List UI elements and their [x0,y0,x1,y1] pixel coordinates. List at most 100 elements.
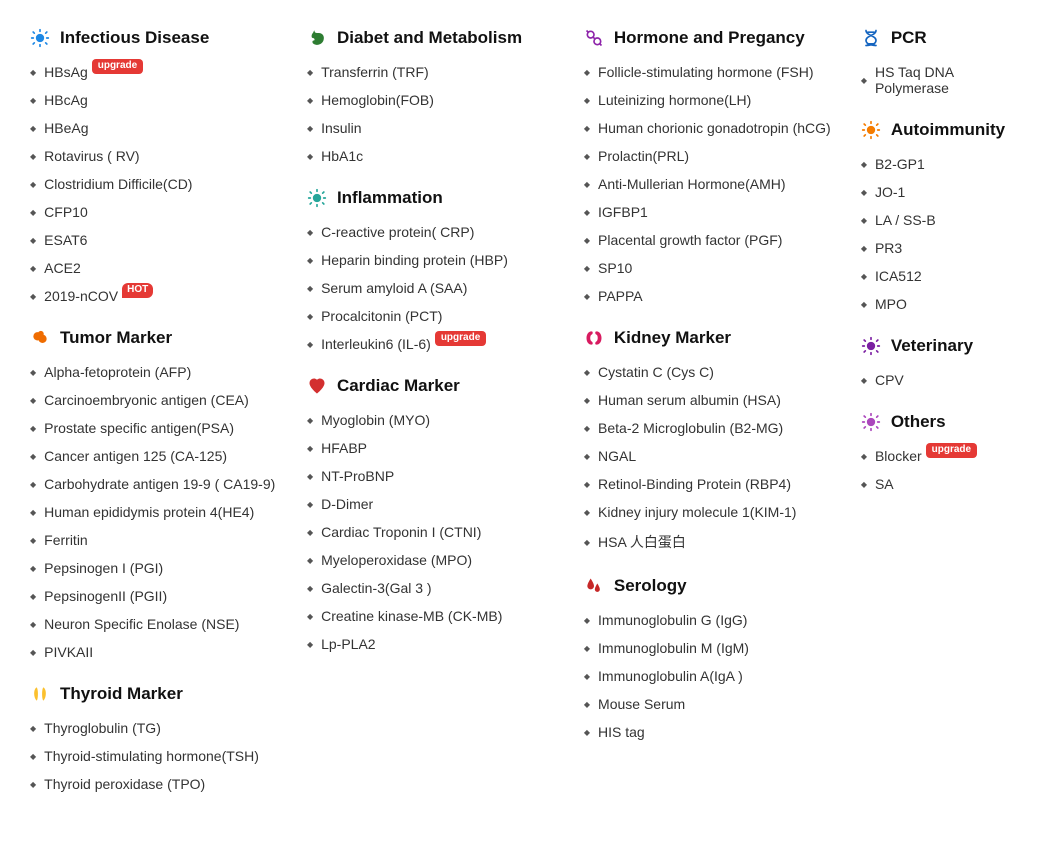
list-item[interactable]: Cancer antigen 125 (CA-125) [30,448,287,464]
list-item[interactable]: Thyroid peroxidase (TPO) [30,776,287,792]
list-item[interactable]: Prolactin(PRL) [584,148,841,164]
section-title-label: Hormone and Pregancy [614,28,805,48]
list-item[interactable]: Neuron Specific Enolase (NSE) [30,616,287,632]
section-title-autoimmunity[interactable]: Autoimmunity [861,120,1029,140]
item-label: Human serum albumin (HSA) [598,392,781,408]
list-item[interactable]: CPV [861,372,1029,388]
item-label: HFABP [321,440,367,456]
list-item[interactable]: Mouse Serum [584,696,841,712]
list-item[interactable]: Immunoglobulin A(IgA ) [584,668,841,684]
list-item[interactable]: ESAT6 [30,232,287,248]
list-item[interactable]: PepsinogenII (PGII) [30,588,287,604]
item-label: Beta-2 Microglobulin (B2-MG) [598,420,783,436]
list-item[interactable]: Immunoglobulin M (IgM) [584,640,841,656]
list-item[interactable]: Retinol-Binding Protein (RBP4) [584,476,841,492]
section-title-hormone[interactable]: Hormone and Pregancy [584,28,841,48]
list-item[interactable]: Thyroglobulin (TG) [30,720,287,736]
list-item[interactable]: PIVKAII [30,644,287,660]
list-item[interactable]: PR3 [861,240,1029,256]
list-item[interactable]: HIS tag [584,724,841,740]
list-item[interactable]: JO-1 [861,184,1029,200]
list-item[interactable]: CFP10 [30,204,287,220]
list-item[interactable]: Beta-2 Microglobulin (B2-MG) [584,420,841,436]
section-title-serology[interactable]: Serology [584,576,841,596]
list-item[interactable]: Cystatin C (Cys C) [584,364,841,380]
list-item[interactable]: HFABP [307,440,564,456]
list-item[interactable]: NT-ProBNP [307,468,564,484]
item-label: ICA512 [875,268,922,284]
list-item[interactable]: SA [861,476,1029,492]
list-item[interactable]: Interleukin6 (IL-6)upgrade [307,336,564,352]
list-item[interactable]: B2-GP1 [861,156,1029,172]
item-label: Follicle-stimulating hormone (FSH) [598,64,814,80]
section-title-label: Inflammation [337,188,443,208]
list-item[interactable]: PAPPA [584,288,841,304]
list-item[interactable]: HBsAgupgrade [30,64,287,80]
list-item[interactable]: Cardiac Troponin I (CTNI) [307,524,564,540]
list-item[interactable]: Ferritin [30,532,287,548]
list-item[interactable]: Myeloperoxidase (MPO) [307,552,564,568]
list-item[interactable]: Lp-PLA2 [307,636,564,652]
list-item[interactable]: MPO [861,296,1029,312]
section-title-pcr[interactable]: PCR [861,28,1029,48]
list-item[interactable]: Pepsinogen I (PGI) [30,560,287,576]
list-item[interactable]: HSA 人白蛋白 [584,532,841,552]
list-item[interactable]: HBeAg [30,120,287,136]
section-title-diabet[interactable]: Diabet and Metabolism [307,28,564,48]
list-item[interactable]: ACE2 [30,260,287,276]
list-item[interactable]: SP10 [584,260,841,276]
section-title-veterinary[interactable]: Veterinary [861,336,1029,356]
list-item[interactable]: Thyroid-stimulating hormone(TSH) [30,748,287,764]
item-label: Placental growth factor (PGF) [598,232,782,248]
section-title-tumor[interactable]: Tumor Marker [30,328,287,348]
list-item[interactable]: Creatine kinase-MB (CK-MB) [307,608,564,624]
section-title-others[interactable]: Others [861,412,1029,432]
virus3-icon [861,336,885,356]
list-item[interactable]: Galectin-3(Gal 3 ) [307,580,564,596]
section-title-infectious[interactable]: Infectious Disease [30,28,287,48]
list-item[interactable]: Carcinoembryonic antigen (CEA) [30,392,287,408]
list-item[interactable]: 2019-nCOVHOT [30,288,287,304]
list-item[interactable]: Heparin binding protein (HBP) [307,252,564,268]
list-item[interactable]: HBcAg [30,92,287,108]
list-item[interactable]: Blockerupgrade [861,448,1029,464]
list-item[interactable]: D-Dimer [307,496,564,512]
list-item[interactable]: Carbohydrate antigen 19-9 ( CA19-9) [30,476,287,492]
list-item[interactable]: LA / SS-B [861,212,1029,228]
list-item[interactable]: Follicle-stimulating hormone (FSH) [584,64,841,80]
section-others: Others Blockerupgrade SA [861,412,1029,492]
item-label: Mouse Serum [598,696,685,712]
item-label: Carbohydrate antigen 19-9 ( CA19-9) [44,476,275,492]
list-item[interactable]: Luteinizing hormone(LH) [584,92,841,108]
list-item[interactable]: Myoglobin (MYO) [307,412,564,428]
section-title-kidney[interactable]: Kidney Marker [584,328,841,348]
list-item[interactable]: Kidney injury molecule 1(KIM-1) [584,504,841,520]
list-item[interactable]: Human serum albumin (HSA) [584,392,841,408]
list-item[interactable]: C-reactive protein( CRP) [307,224,564,240]
list-item[interactable]: IGFBP1 [584,204,841,220]
section-title-cardiac[interactable]: Cardiac Marker [307,376,564,396]
list-item[interactable]: HS Taq DNA Polymerase [861,64,1029,96]
list-item[interactable]: NGAL [584,448,841,464]
section-title-thyroid[interactable]: Thyroid Marker [30,684,287,704]
list-item[interactable]: Anti-Mullerian Hormone(AMH) [584,176,841,192]
list-item[interactable]: Insulin [307,120,564,136]
stomach-icon [307,28,331,48]
list-item[interactable]: Clostridium Difficile(CD) [30,176,287,192]
section-veterinary: Veterinary CPV [861,336,1029,388]
list-item[interactable]: Hemoglobin(FOB) [307,92,564,108]
item-label: ACE2 [44,260,81,276]
list-item[interactable]: ICA512 [861,268,1029,284]
list-item[interactable]: Immunoglobulin G (IgG) [584,612,841,628]
list-item[interactable]: Rotavirus ( RV) [30,148,287,164]
list-item[interactable]: Human chorionic gonadotropin (hCG) [584,120,841,136]
list-item[interactable]: Procalcitonin (PCT) [307,308,564,324]
list-item[interactable]: Transferrin (TRF) [307,64,564,80]
list-item[interactable]: Serum amyloid A (SAA) [307,280,564,296]
list-item[interactable]: Placental growth factor (PGF) [584,232,841,248]
list-item[interactable]: Human epididymis protein 4(HE4) [30,504,287,520]
list-item[interactable]: Prostate specific antigen(PSA) [30,420,287,436]
section-title-inflammation[interactable]: Inflammation [307,188,564,208]
list-item[interactable]: Alpha-fetoprotein (AFP) [30,364,287,380]
list-item[interactable]: HbA1c [307,148,564,164]
